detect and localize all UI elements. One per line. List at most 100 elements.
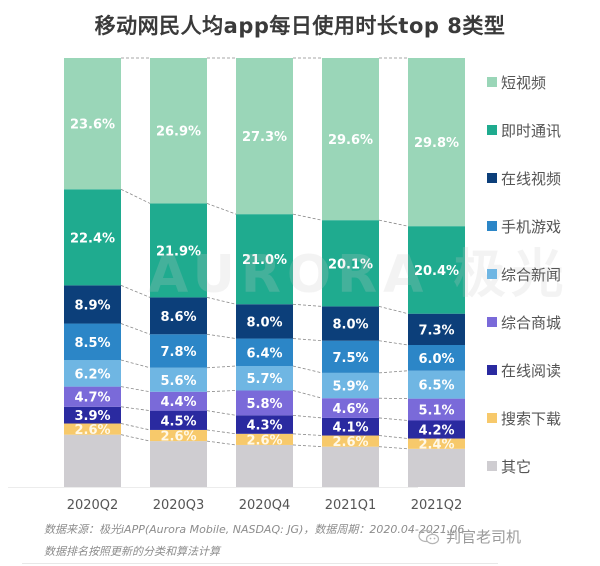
data-label: 21.9%	[156, 244, 201, 259]
brand-name: 判官老司机	[446, 528, 522, 546]
data-label: 8.5%	[74, 336, 110, 351]
connector-line	[206, 203, 237, 215]
connector-line	[206, 440, 237, 446]
legend-label: 手机游戏	[501, 217, 562, 236]
connector-line	[292, 433, 323, 436]
connector-line	[120, 359, 151, 369]
data-label: 2.4%	[418, 438, 454, 453]
connector-line	[378, 219, 409, 227]
x-tick-label: 2020Q3	[153, 498, 205, 513]
connector-line	[206, 429, 237, 435]
bar-segment	[64, 434, 121, 487]
data-label: 2.6%	[160, 430, 196, 445]
bar-segment	[236, 338, 293, 367]
legend-item: 手机游戏	[487, 216, 561, 236]
connector-line	[120, 323, 151, 335]
data-label: 5.8%	[246, 397, 282, 412]
legend-label: 短视频	[501, 73, 547, 92]
data-label: 4.3%	[246, 419, 282, 434]
bar-segment	[322, 220, 379, 307]
connector-line	[378, 417, 409, 421]
connector-line	[292, 390, 323, 399]
data-label: 5.9%	[332, 380, 368, 395]
data-label: 2.6%	[246, 433, 282, 448]
data-label: 4.7%	[74, 391, 110, 406]
connector-line	[378, 306, 409, 315]
bar-segment	[236, 366, 293, 391]
connector-line	[292, 444, 323, 448]
data-label: 5.6%	[160, 374, 196, 389]
connector-line	[120, 188, 151, 204]
data-label: 20.1%	[328, 257, 373, 272]
data-label: 26.9%	[156, 125, 201, 140]
connector-line	[120, 423, 151, 431]
x-tick-label: 2020Q2	[67, 498, 119, 513]
connector-line	[206, 390, 237, 393]
legend-label: 综合新闻	[501, 265, 562, 284]
data-label: 6.2%	[74, 367, 110, 382]
chart-title: 移动网民人均app每日使用时长top 8类型	[94, 14, 506, 38]
bar-segment	[322, 58, 379, 221]
bar-segment	[150, 429, 207, 442]
bar-segment	[150, 410, 207, 430]
brand-signature: 判官老司机	[418, 526, 521, 547]
data-label: 21.0%	[242, 253, 287, 268]
legend-swatch	[487, 365, 497, 375]
data-label: 29.8%	[414, 136, 459, 151]
x-tick-label: 2020Q4	[239, 498, 291, 513]
bar-segment	[64, 423, 121, 435]
bar-segment	[322, 340, 379, 373]
bar-segment	[236, 58, 293, 215]
bar-segment	[236, 304, 293, 339]
bar-segment	[408, 420, 465, 439]
data-label: 6.5%	[418, 379, 454, 394]
connector-line	[206, 410, 237, 416]
bar-segment	[150, 441, 207, 487]
data-label: 2.6%	[74, 423, 110, 438]
legend-item: 在线视频	[487, 168, 561, 188]
bar-segment	[322, 446, 379, 487]
connector-line	[120, 434, 151, 442]
legend-label: 搜索下载	[501, 409, 562, 428]
legend-item: 在线阅读	[487, 360, 561, 380]
connector-line	[292, 303, 323, 307]
connector-line	[378, 446, 409, 450]
legend-swatch	[487, 461, 497, 471]
footer-divider	[22, 563, 498, 564]
bar-segment	[408, 58, 465, 227]
legend-label: 在线阅读	[501, 361, 562, 380]
bar-segment	[64, 323, 121, 361]
legend-swatch	[487, 173, 497, 183]
data-label: 22.4%	[70, 231, 115, 246]
connector-line	[120, 285, 151, 298]
legend-swatch	[487, 77, 497, 87]
legend-label: 其它	[501, 457, 532, 476]
connector-line	[378, 340, 409, 346]
connector-line	[206, 296, 237, 305]
data-label: 6.4%	[246, 346, 282, 361]
data-label: 6.0%	[418, 352, 454, 367]
legend-item: 搜索下载	[487, 408, 561, 428]
connector-line	[292, 414, 323, 419]
data-label: 4.1%	[332, 421, 368, 436]
bar-segment	[64, 360, 121, 387]
wechat-icon	[418, 529, 440, 544]
bar-segment	[408, 448, 465, 487]
bar-segment	[408, 398, 465, 421]
data-label: 4.6%	[332, 402, 368, 417]
data-label: 7.8%	[160, 345, 196, 360]
bar-segment	[64, 386, 121, 407]
bar-segment	[322, 398, 379, 418]
data-label: 27.3%	[242, 130, 287, 145]
legend-item: 综合商城	[487, 312, 561, 332]
connector-line	[120, 386, 151, 393]
data-label: 7.5%	[332, 351, 368, 366]
data-label: 8.0%	[246, 315, 282, 330]
bar-segment	[322, 435, 379, 447]
bar-segment	[408, 438, 465, 449]
data-label: 3.9%	[74, 409, 110, 424]
data-label: 8.9%	[74, 298, 110, 313]
legend-label: 即时通讯	[501, 121, 562, 140]
data-source-note: 数据来源：极光iAPP(Aurora Mobile, NASDAQ: JG)，数…	[44, 523, 465, 536]
bar-segment	[236, 444, 293, 487]
